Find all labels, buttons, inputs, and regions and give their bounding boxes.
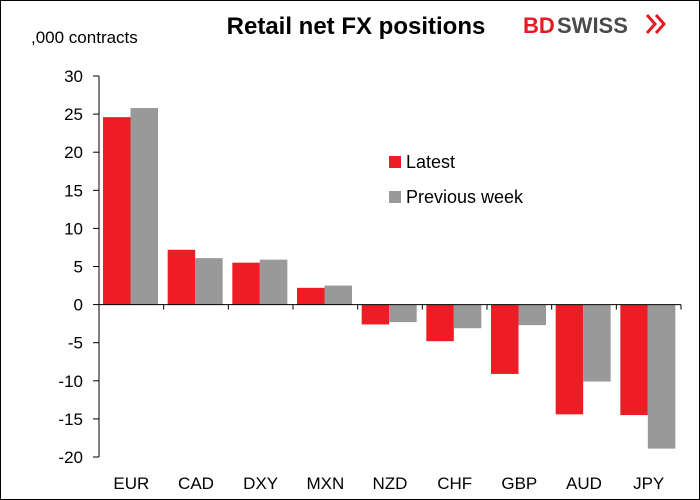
y-tick-label: -10	[58, 372, 83, 391]
bar-chf-latest	[426, 304, 454, 342]
axes-layer	[93, 75, 682, 458]
x-category-label-aud: AUD	[566, 474, 602, 493]
bar-cad-latest	[167, 249, 196, 305]
y-tick-label: 15	[64, 181, 83, 200]
bar-gbp-previous-week	[518, 304, 546, 326]
x-category-label-jpy: JPY	[633, 474, 664, 493]
double-chevron-icon	[645, 14, 667, 34]
bars-layer	[103, 108, 676, 449]
bar-mxn-previous-week	[324, 285, 352, 305]
y-tick-label: -15	[58, 410, 83, 429]
bar-chf-previous-week	[453, 304, 482, 329]
y-tick-label: 0	[74, 296, 83, 315]
legend-label-latest: Latest	[406, 152, 455, 172]
y-axis-unit-label: ,000 contracts	[31, 28, 138, 47]
x-category-label-chf: CHF	[437, 474, 472, 493]
legend-swatch-latest	[389, 156, 401, 168]
bar-nzd-latest	[361, 304, 390, 325]
bar-dxy-latest	[232, 262, 260, 305]
legend: Latest Previous week	[389, 152, 524, 207]
bar-nzd-previous-week	[389, 304, 417, 323]
bar-eur-previous-week	[130, 108, 158, 305]
x-category-label-eur: EUR	[113, 474, 149, 493]
x-category-label-gbp: GBP	[501, 474, 537, 493]
bar-gbp-latest	[491, 304, 519, 374]
x-category-label-cad: CAD	[178, 474, 214, 493]
y-tick-label: 30	[64, 67, 83, 86]
brand-logo: BD SWISS	[523, 13, 667, 38]
chart-title: Retail net FX positions	[227, 13, 486, 40]
bar-jpy-latest	[620, 304, 648, 416]
bar-eur-latest	[103, 117, 131, 305]
legend-label-previous-week: Previous week	[406, 187, 524, 207]
logo-text-bd: BD	[523, 13, 555, 38]
y-tick-label: 5	[74, 258, 83, 277]
y-tick-label: 25	[64, 105, 83, 124]
y-tick-label: -20	[58, 448, 83, 467]
legend-swatch-previous-week	[389, 191, 401, 203]
bar-aud-previous-week	[583, 304, 611, 382]
y-tick-label: 20	[64, 143, 83, 162]
labels-layer: 30 25 20 15 10 5 0 -5 -10 -15 -20 EUR CAD DXY MXN NZD CH…	[58, 67, 664, 493]
x-category-label-dxy: DXY	[243, 474, 278, 493]
y-tick-label: 10	[64, 219, 83, 238]
x-category-label-mxn: MXN	[306, 474, 344, 493]
bar-dxy-previous-week	[259, 259, 288, 305]
bar-jpy-previous-week	[647, 304, 676, 449]
y-tick-label: -5	[68, 334, 83, 353]
logo-text-swiss: SWISS	[557, 13, 628, 38]
bar-cad-previous-week	[195, 258, 223, 305]
bar-mxn-latest	[297, 287, 325, 305]
bar-aud-latest	[555, 304, 584, 415]
x-category-label-nzd: NZD	[373, 474, 408, 493]
